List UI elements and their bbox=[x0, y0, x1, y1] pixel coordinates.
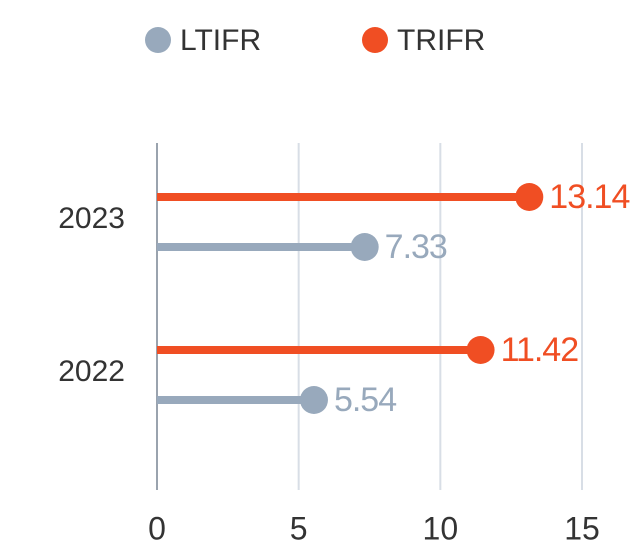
value-label: 13.14 bbox=[549, 178, 629, 216]
x-tick-label: 10 bbox=[423, 510, 459, 546]
legend-marker bbox=[362, 27, 388, 53]
y-tick-label: 2022 bbox=[58, 355, 125, 388]
dot bbox=[515, 183, 544, 211]
dot bbox=[299, 386, 328, 414]
value-label: 7.33 bbox=[385, 228, 447, 266]
x-tick-label: 5 bbox=[290, 510, 308, 546]
dot bbox=[466, 336, 495, 364]
value-label: 5.54 bbox=[334, 381, 396, 419]
x-tick-label: 15 bbox=[564, 510, 600, 546]
legend-marker bbox=[145, 27, 171, 53]
value-label: 11.42 bbox=[501, 331, 579, 369]
y-tick-label: 2023 bbox=[58, 202, 125, 235]
legend-label: TRIFR bbox=[397, 24, 485, 57]
x-tick-label: 0 bbox=[148, 510, 166, 546]
dot bbox=[350, 233, 379, 261]
legend-label: LTIFR bbox=[180, 24, 261, 57]
